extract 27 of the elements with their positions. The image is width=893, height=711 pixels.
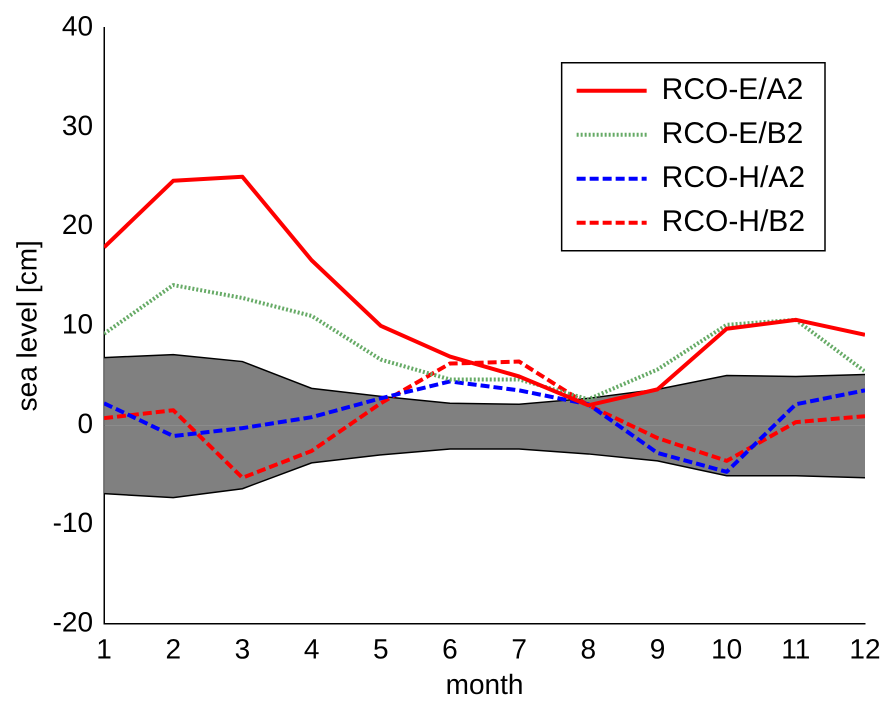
x-tick-label: 4 [304,633,320,664]
x-tick-label: 1 [96,633,112,664]
x-tick-label: 6 [442,633,458,664]
x-tick-label: 5 [372,633,389,664]
x-tick-label: 3 [234,633,250,664]
y-tick-label: 20 [62,209,94,240]
legend-label: RCO-H/B2 [662,205,806,238]
y-tick-label: 10 [62,308,94,340]
y-tick-label: -20 [52,606,94,638]
x-tick-label: 2 [165,633,182,664]
y-tick-label: -10 [52,507,94,538]
line-series [104,379,865,474]
x-tick-label: 9 [650,633,666,664]
x-axis-title: month [446,668,524,700]
x-tick-label: 12 [849,633,881,664]
y-tick-label: 40 [62,10,94,42]
line-series [104,283,865,402]
legend-label: RCO-E/B2 [662,117,804,150]
legend-label: RCO-E/A2 [662,73,804,106]
x-tick-label: 7 [511,633,527,664]
legend-label: RCO-H/A2 [662,161,806,194]
y-axis-title: sea level [cm] [12,240,43,412]
x-tick-label: 8 [580,633,596,664]
x-tick-label: 10 [711,633,742,664]
y-tick-label: 30 [62,110,94,141]
y-tick-label: 0 [77,408,94,439]
x-tick-label: 11 [781,633,810,664]
